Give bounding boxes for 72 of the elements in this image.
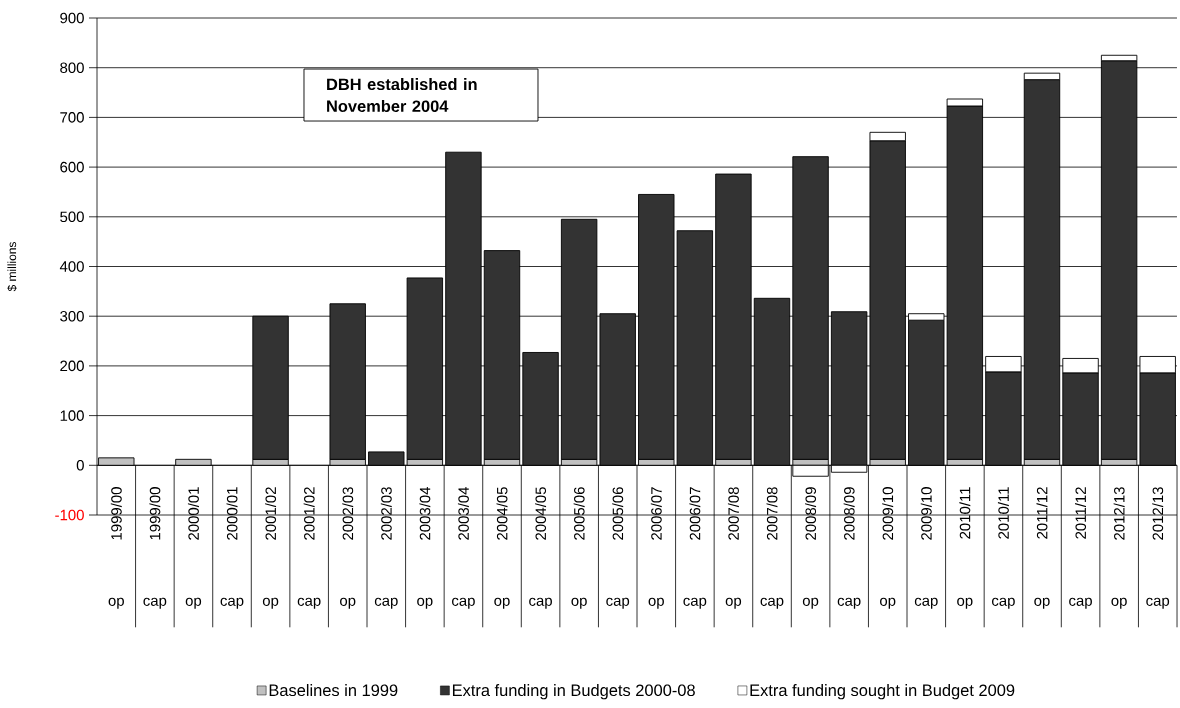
x-tick-label: 2009/10	[920, 487, 932, 540]
y-tick-label: 700	[60, 112, 84, 123]
y-tick-label: 200	[60, 360, 84, 372]
text: op	[108, 597, 124, 609]
y-tick-label: 900	[60, 12, 84, 24]
y-tick-label: 500	[60, 211, 84, 223]
y-tick-label: 600	[60, 161, 84, 173]
x-tick-label: 2004/05	[496, 487, 508, 540]
x-tick-label: 2001/02	[265, 487, 277, 540]
x-tick-label: 2001/02	[303, 487, 315, 540]
x-tick-label: 2008/09	[805, 487, 817, 540]
x-tick-label: 2009/10	[882, 487, 894, 540]
x-tick-label: 2008/09	[843, 487, 855, 540]
legend-label: Baselines in 1999	[269, 684, 398, 697]
x-tick-label: 2005/06	[612, 487, 624, 540]
text: cap	[452, 597, 475, 609]
text: cap	[683, 597, 707, 609]
text: cap	[837, 597, 861, 609]
text: op	[571, 597, 587, 609]
x-tick-label: 2000/01	[187, 487, 199, 540]
text: cap	[529, 597, 552, 609]
legend-label: Extra funding sought in Budget 2009	[750, 684, 1015, 700]
x-tick-label: 1999/00	[110, 487, 122, 540]
y-tick-label: 300	[60, 310, 84, 322]
x-tick-label: 2004/05	[535, 487, 547, 540]
text: op	[494, 597, 510, 609]
y-axis-title: $ millions	[7, 242, 17, 292]
x-tick-label: 2007/08	[766, 487, 778, 540]
x-tick-label: 2006/07	[650, 487, 662, 540]
y-tick-label: 800	[60, 62, 84, 73]
text: op	[957, 597, 973, 609]
text: op	[648, 597, 664, 609]
x-tick-label: 2012/13	[1113, 487, 1125, 540]
x-tick-label: 2002/03	[342, 487, 354, 540]
text: op	[1034, 597, 1050, 609]
text: cap	[1069, 597, 1092, 609]
x-tick-label: 2007/08	[727, 487, 739, 540]
text: cap	[297, 597, 321, 609]
y-tick-label: 400	[59, 261, 84, 272]
text: cap	[374, 597, 398, 609]
text: cap	[1146, 597, 1170, 609]
text: op	[185, 597, 202, 609]
x-tick-label: 2010/11	[997, 487, 1009, 539]
text: op	[802, 597, 819, 609]
x-tick-label: 2012/13	[1152, 487, 1164, 540]
text: op	[725, 597, 742, 609]
text: cap	[992, 597, 1015, 609]
text: op	[340, 597, 356, 609]
x-tick-label: 1999/00	[149, 487, 161, 540]
annotation: DBH established in November 2004	[327, 78, 477, 113]
x-tick-label: 2003/04	[419, 486, 431, 540]
x-tick-label: 2006/07	[689, 487, 701, 540]
text: cap	[606, 597, 630, 609]
x-tick-label: 2003/04	[457, 486, 469, 540]
text: op	[880, 597, 896, 609]
x-tick-label: 2010/11	[959, 487, 971, 539]
text: op	[1111, 597, 1127, 609]
text: cap	[220, 597, 244, 609]
x-tick-label: 2005/06	[573, 487, 585, 540]
x-tick-label: 2011/12	[1075, 487, 1087, 539]
text: cap	[914, 597, 938, 609]
x-tick-label: 2011/12	[1036, 487, 1048, 539]
y-tick-label: -100	[55, 509, 84, 521]
y-tick-label: 0	[76, 460, 84, 471]
x-tick-label: 2000/01	[226, 487, 238, 540]
legend-label: Extra funding in Budgets 2000-08	[452, 684, 695, 700]
text: op	[417, 597, 433, 609]
text: cap	[143, 597, 167, 609]
text: op	[262, 597, 279, 609]
text: cap	[760, 597, 784, 609]
y-tick-label: 100	[60, 410, 84, 421]
x-tick-label: 2002/03	[380, 487, 392, 540]
